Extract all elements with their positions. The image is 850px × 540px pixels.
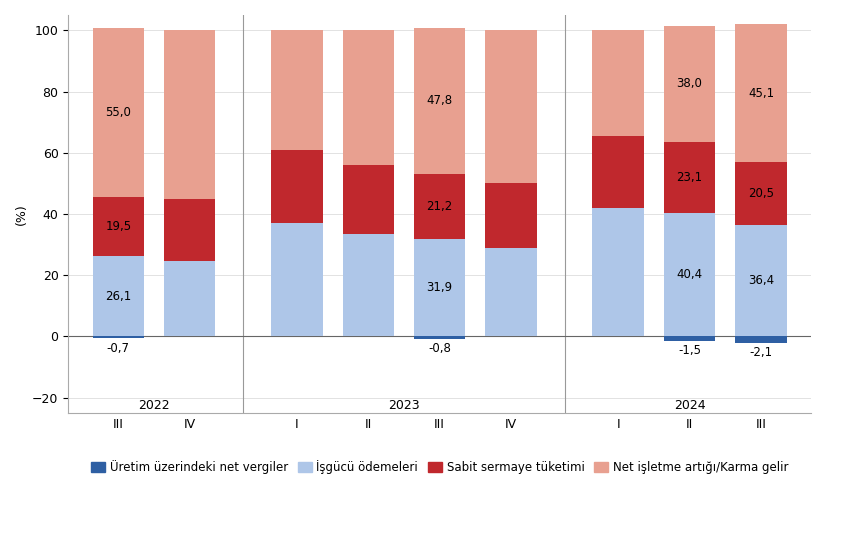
Text: 2024: 2024 <box>674 399 706 411</box>
Bar <box>414 174 465 239</box>
Bar <box>664 26 716 142</box>
Text: -1,5: -1,5 <box>678 344 701 357</box>
Bar <box>735 225 787 336</box>
Legend: Üretim üzerindeki net vergiler, İşgücü ödemeleri, Sabit sermaye tüketimi, Net iş: Üretim üzerindeki net vergiler, İşgücü ö… <box>87 455 793 478</box>
Bar <box>485 183 536 248</box>
Bar <box>271 223 322 336</box>
Text: -0,7: -0,7 <box>107 342 130 355</box>
Bar <box>664 336 716 341</box>
Bar <box>735 24 787 162</box>
Bar <box>164 30 215 199</box>
Bar <box>414 239 465 336</box>
Text: -2,1: -2,1 <box>750 346 773 359</box>
Bar <box>164 261 215 336</box>
Bar <box>414 28 465 174</box>
Bar <box>592 208 644 336</box>
Y-axis label: (%): (%) <box>15 203 28 225</box>
Bar <box>164 199 215 261</box>
Text: 23,1: 23,1 <box>677 171 703 184</box>
Text: 31,9: 31,9 <box>427 281 453 294</box>
Text: 2023: 2023 <box>388 399 420 411</box>
Bar <box>485 30 536 183</box>
Text: 47,8: 47,8 <box>427 94 453 107</box>
Text: 40,4: 40,4 <box>677 268 703 281</box>
Bar <box>93 336 144 339</box>
Bar <box>735 336 787 343</box>
Bar <box>485 248 536 336</box>
Bar <box>271 30 322 150</box>
Text: 36,4: 36,4 <box>748 274 774 287</box>
Text: 20,5: 20,5 <box>748 187 774 200</box>
Bar <box>343 234 394 336</box>
Bar <box>271 150 322 223</box>
Bar <box>592 30 644 136</box>
Text: 26,1: 26,1 <box>105 290 132 303</box>
Bar <box>664 142 716 213</box>
Bar <box>93 197 144 256</box>
Bar <box>735 162 787 225</box>
Bar <box>343 165 394 234</box>
Text: 45,1: 45,1 <box>748 87 774 100</box>
Text: 2022: 2022 <box>139 399 170 411</box>
Text: 38,0: 38,0 <box>677 77 703 90</box>
Text: 19,5: 19,5 <box>105 220 131 233</box>
Text: 21,2: 21,2 <box>427 200 453 213</box>
Bar <box>664 213 716 336</box>
Bar <box>93 29 144 197</box>
Text: 55,0: 55,0 <box>105 106 131 119</box>
Bar <box>93 256 144 336</box>
Bar <box>592 136 644 208</box>
Bar <box>414 336 465 339</box>
Bar <box>343 30 394 165</box>
Text: -0,8: -0,8 <box>428 342 451 355</box>
